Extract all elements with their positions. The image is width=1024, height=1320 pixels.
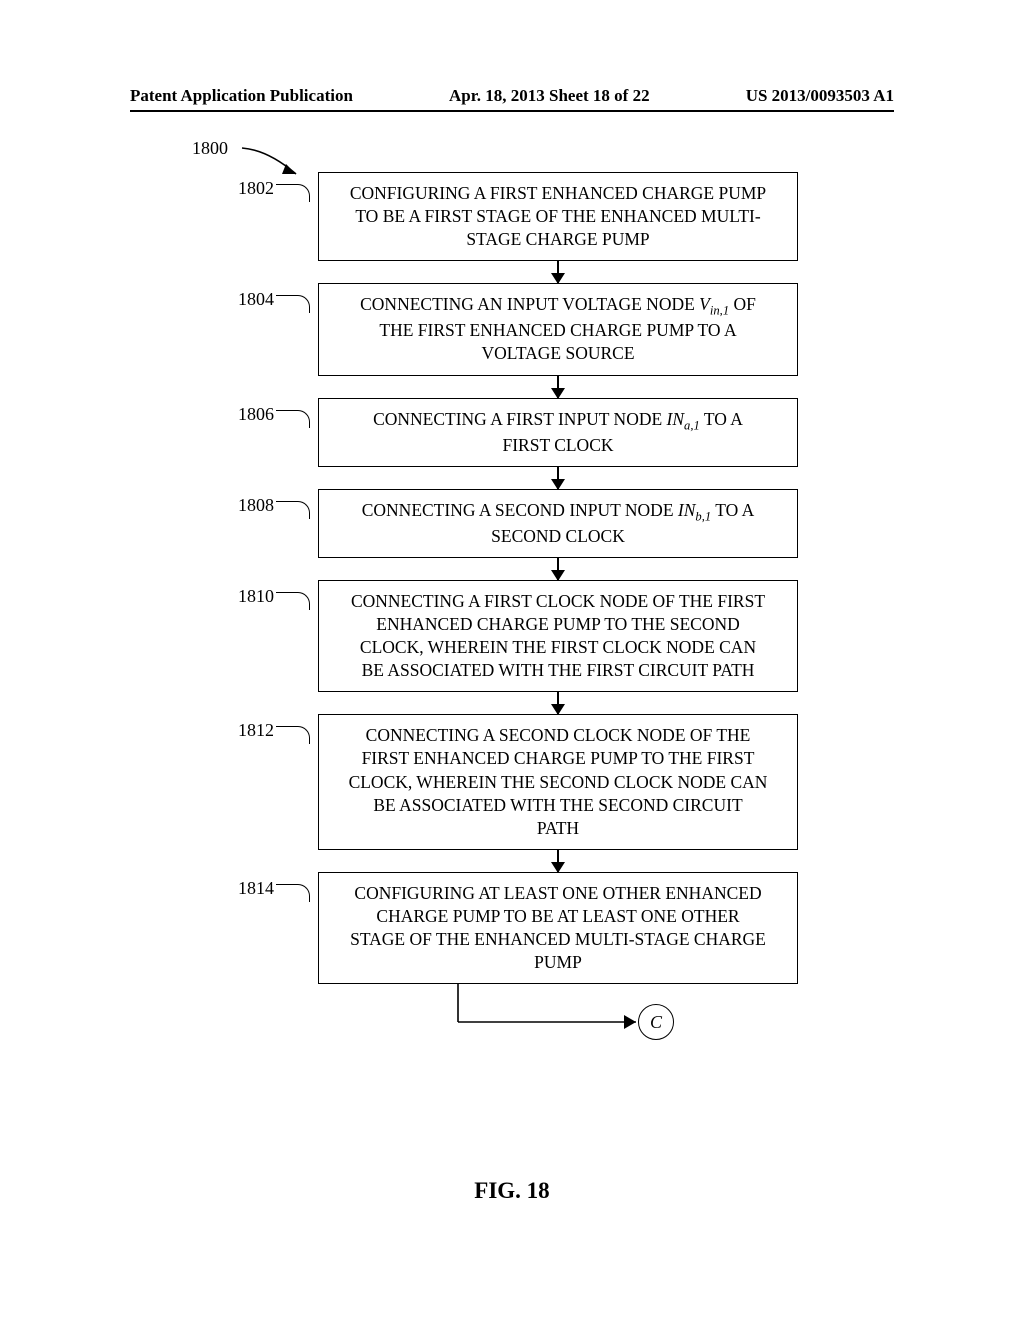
label-connector-icon <box>276 295 310 313</box>
flow-step: 1804 CONNECTING AN INPUT VOLTAGE NODE Vin… <box>168 283 888 375</box>
label-connector-icon <box>276 184 310 202</box>
step-box: CONNECTING A SECOND INPUT NODE INb,1 TO … <box>318 489 798 558</box>
step-box: CONFIGURING A FIRST ENHANCED CHARGE PUMP… <box>318 172 798 261</box>
page-header: Patent Application Publication Apr. 18, … <box>130 86 894 112</box>
step-label: 1808 <box>168 489 274 516</box>
arrow-down-icon <box>318 558 798 580</box>
label-connector-icon <box>276 884 310 902</box>
arrow-down-icon <box>318 261 798 283</box>
arrow-down-icon <box>318 850 798 872</box>
flowchart: 1800 1802 CONFIGURING A FIRST ENHANCED CH… <box>168 138 888 1054</box>
flow-step: 1812 CONNECTING A SECOND CLOCK NODE OF TH… <box>168 714 888 849</box>
arrow-down-icon <box>318 467 798 489</box>
label-connector-icon <box>276 592 310 610</box>
step-label: 1810 <box>168 580 274 607</box>
flow-step: 1808 CONNECTING A SECOND INPUT NODE INb,1… <box>168 489 888 558</box>
header-right: US 2013/0093503 A1 <box>746 86 894 106</box>
header-center: Apr. 18, 2013 Sheet 18 of 22 <box>449 86 650 106</box>
terminal-connector: C <box>318 984 798 1054</box>
figure-caption: FIG. 18 <box>0 1178 1024 1204</box>
step-label: 1804 <box>168 283 274 310</box>
step-box: CONFIGURING AT LEAST ONE OTHER ENHANCEDC… <box>318 872 798 984</box>
step-label: 1812 <box>168 714 274 741</box>
label-connector-icon <box>276 726 310 744</box>
label-connector-icon <box>276 501 310 519</box>
start-label: 1800 <box>192 138 228 159</box>
step-box: CONNECTING A SECOND CLOCK NODE OF THEFIR… <box>318 714 798 849</box>
arrow-down-icon <box>318 692 798 714</box>
flow-step: 1802 CONFIGURING A FIRST ENHANCED CHARGE … <box>168 172 888 261</box>
flow-step: 1806 CONNECTING A FIRST INPUT NODE INa,1 … <box>168 398 888 467</box>
step-label: 1802 <box>168 172 274 199</box>
step-box: CONNECTING AN INPUT VOLTAGE NODE Vin,1 O… <box>318 283 798 375</box>
flow-step: 1810 CONNECTING A FIRST CLOCK NODE OF THE… <box>168 580 888 692</box>
step-box: CONNECTING A FIRST CLOCK NODE OF THE FIR… <box>318 580 798 692</box>
off-page-connector: C <box>638 1004 674 1040</box>
terminal-label: C <box>650 1012 662 1033</box>
step-label: 1814 <box>168 872 274 899</box>
step-label: 1806 <box>168 398 274 425</box>
step-box: CONNECTING A FIRST INPUT NODE INa,1 TO A… <box>318 398 798 467</box>
flow-step: 1814 CONFIGURING AT LEAST ONE OTHER ENHAN… <box>168 872 888 984</box>
header-left: Patent Application Publication <box>130 86 353 106</box>
arrow-down-icon <box>318 376 798 398</box>
label-connector-icon <box>276 410 310 428</box>
